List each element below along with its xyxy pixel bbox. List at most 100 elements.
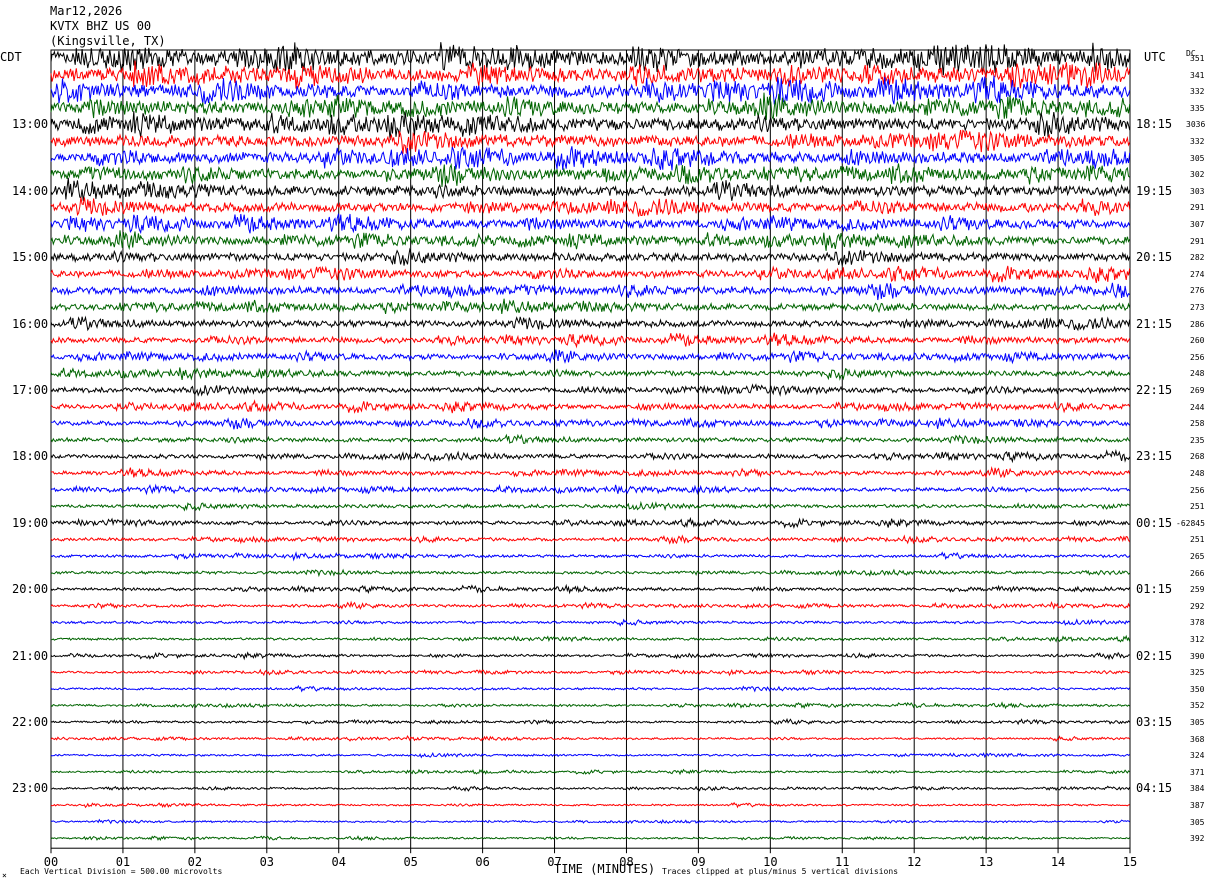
x-tick-label: 07 <box>547 855 561 869</box>
dc-value-label: 260 <box>1190 336 1205 346</box>
x-tick-label: 03 <box>260 855 274 869</box>
trace-line <box>50 146 1131 171</box>
x-tick-label: 14 <box>1051 855 1065 869</box>
dc-value-label: 392 <box>1190 834 1205 844</box>
trace-line <box>50 433 1131 445</box>
dc-value-label: 268 <box>1190 452 1205 462</box>
plot-frame <box>50 49 1131 849</box>
right-hour-label: 21:15 <box>1136 316 1173 331</box>
right-hour-label: 00:15 <box>1136 515 1173 530</box>
trace-line <box>50 701 1130 710</box>
location-title: (Kingsville, TX) <box>50 34 166 48</box>
right-hour-label: 19:15 <box>1136 183 1173 198</box>
x-tick-label: 00 <box>44 855 58 869</box>
right-hour-label: 01:15 <box>1136 582 1173 597</box>
trace-line <box>50 465 1131 479</box>
left-hour-label: 16:00 <box>12 316 49 331</box>
clip-note: Traces clipped at plus/minus 5 vertical … <box>662 867 899 876</box>
dc-value-label: 332 <box>1190 87 1205 97</box>
dc-header-label: DC <box>1186 49 1196 58</box>
station-title: KVTX BHZ US 00 <box>50 19 152 33</box>
right-hour-label: 22:15 <box>1136 383 1173 397</box>
dc-value-label: 351 <box>1190 54 1205 63</box>
trace-line <box>50 197 1131 217</box>
dc-value-label: 251 <box>1190 535 1205 545</box>
trace-line <box>50 668 1130 677</box>
dc-value-label: 248 <box>1190 469 1205 478</box>
dc-value-label: 256 <box>1190 352 1205 362</box>
dc-value-label: 235 <box>1190 435 1205 445</box>
trace-line <box>50 282 1130 301</box>
seismic-traces <box>50 42 1131 842</box>
trace-line <box>50 163 1131 188</box>
x-axis-ticks: 00 01 02 03 04 05 06 07 08 09 10 11 12 13 14 15 <box>44 848 1137 869</box>
dc-value-label: 332 <box>1190 137 1205 146</box>
trace-line <box>50 684 1131 693</box>
trace-line <box>50 801 1130 809</box>
trace-line <box>50 417 1131 430</box>
right-hour-label: 04:15 <box>1136 781 1173 796</box>
left-hour-label: 15:00 <box>12 250 49 265</box>
trace-line <box>50 367 1131 381</box>
dc-value-label: 3036 <box>1186 120 1206 130</box>
left-timezone-label: CDT <box>0 50 22 64</box>
dc-value-label: 371 <box>1190 767 1205 777</box>
x-tick-label: 12 <box>907 855 921 869</box>
trace-line <box>50 111 1131 141</box>
dc-value-label: 244 <box>1190 402 1205 412</box>
x-tick-label: 09 <box>691 855 705 869</box>
scale-note: Each Vertical Division = 500.00 microvol… <box>20 867 223 876</box>
dc-value-label: 378 <box>1190 618 1205 628</box>
trace-line <box>50 500 1130 512</box>
trace-line <box>50 768 1130 776</box>
dc-value-label: 305 <box>1190 153 1205 163</box>
trace-line <box>50 785 1131 792</box>
trace-line <box>50 265 1131 284</box>
right-hour-label: 20:15 <box>1136 250 1173 265</box>
dc-value-label: 291 <box>1190 236 1205 246</box>
dc-value-label: 276 <box>1190 286 1205 296</box>
dc-value-label: 390 <box>1190 651 1205 661</box>
dc-value-label: 266 <box>1190 568 1205 578</box>
x-tick-label: 08 <box>619 855 633 869</box>
dc-value-label: 251 <box>1190 502 1205 512</box>
date-title: Mar12,2026 <box>50 4 123 18</box>
left-hour-label: 14:00 <box>12 183 49 198</box>
dc-value-label: 269 <box>1190 386 1205 395</box>
dc-value-label: 352 <box>1190 701 1205 711</box>
x-axis-title: TIME (MINUTES) <box>554 862 656 876</box>
trace-line <box>50 60 1131 90</box>
dc-value-label: 273 <box>1190 303 1205 312</box>
trace-line <box>50 735 1131 743</box>
trace-line <box>50 483 1131 496</box>
dc-value-label: 274 <box>1190 269 1205 279</box>
x-tick-label: 01 <box>116 855 130 869</box>
trace-line <box>50 129 1131 154</box>
dc-value-label: 291 <box>1190 203 1205 213</box>
trace-line <box>50 751 1130 759</box>
trace-line <box>50 298 1131 315</box>
dc-value-label: 282 <box>1190 253 1205 263</box>
grid-lines <box>50 49 1131 849</box>
x-tick-label: 04 <box>332 855 346 869</box>
trace-line <box>50 583 1131 595</box>
left-hour-label: 21:00 <box>12 648 49 663</box>
left-hour-label: 22:00 <box>12 715 49 729</box>
dc-value-label: 256 <box>1190 485 1205 495</box>
left-hour-label: 13:00 <box>12 117 49 132</box>
trace-line <box>50 568 1130 578</box>
dc-value-label: 305 <box>1190 718 1205 727</box>
right-hour-label: 03:15 <box>1136 715 1173 729</box>
dc-value-label: 324 <box>1190 751 1205 761</box>
trace-line <box>50 332 1131 349</box>
trace-line <box>50 651 1130 661</box>
dc-value-label: 325 <box>1190 668 1205 678</box>
dc-value-label: -62845 <box>1176 518 1205 528</box>
trace-line <box>50 213 1131 235</box>
dc-value-label: 292 <box>1190 601 1205 611</box>
trace-line <box>50 230 1131 251</box>
trace-line <box>50 383 1130 397</box>
trace-line <box>50 818 1130 825</box>
trace-line <box>50 634 1131 643</box>
trace-line <box>50 399 1131 414</box>
